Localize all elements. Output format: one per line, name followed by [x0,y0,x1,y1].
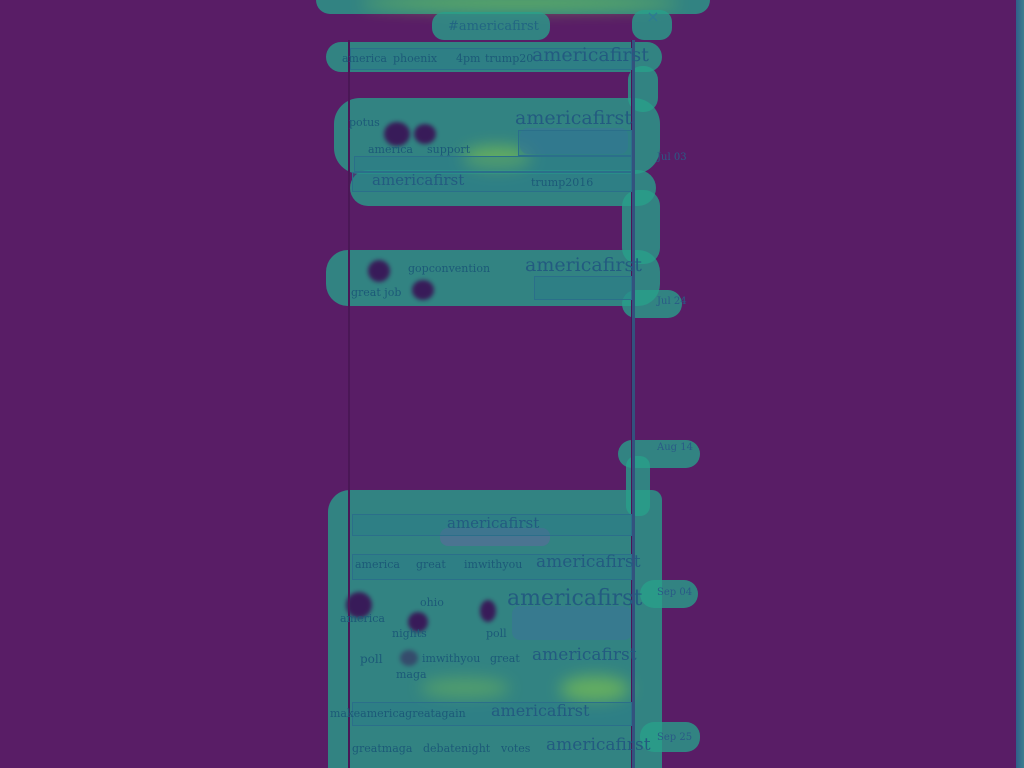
word-maga: maga [396,668,427,681]
heat-dark-1 [384,122,410,146]
heat-dark-3 [368,260,390,282]
word-gopconvention: gopconvention [408,262,491,275]
word-imwithyou: imwithyou [464,558,523,571]
word-americafirst: americafirst [491,701,590,720]
heat-blob-row1 [326,42,662,72]
heat-dark-2 [414,124,436,144]
heat-hot-row9 [560,676,630,702]
heat-cool-row2 [520,128,628,154]
word-imwithyou: imwithyou [422,652,481,665]
heat-hot-row2 [462,146,532,170]
row-box-6 [352,554,632,580]
date-tick: Sep 25 [657,732,693,743]
heat-hot-row8 [420,678,510,698]
word-trump20: trump20 [485,52,534,65]
heat-blob-lower [328,490,662,768]
word-america: america [340,612,385,625]
row-box-9 [352,702,632,726]
word-poll: poll [360,652,383,666]
word-americafirst: americafirst [546,735,651,755]
heat-dark-6 [408,612,428,632]
heat-dark-7 [480,600,496,622]
word-greatmaga: greatmaga [352,742,413,755]
word-america: america [342,52,387,65]
date-tick: Jul 24 [657,296,687,307]
word-makeamericagreatagain: makeamericagreatagain [330,707,466,720]
word-americafirst: americafirst [515,107,632,129]
row-box-5 [352,514,632,536]
word-americafirst: americafirst [447,514,540,532]
row-box-2 [518,130,632,156]
word-trump2016: trump2016 [531,176,594,189]
heat-cool-row7 [512,606,632,640]
word-great: great [490,652,520,665]
row-box-4 [534,276,632,300]
close-button[interactable]: × [646,7,660,26]
word-support: support [427,143,471,156]
heat-blob-title [432,12,550,40]
heat-hot-top [360,0,680,10]
word-phoenix: phoenix [393,52,438,65]
word-americafirst: americafirst [507,586,643,611]
date-tick: Jul 03 [657,152,687,163]
word-great: great [416,558,446,571]
timeline-axis [632,40,635,768]
heat-blob-row3 [350,170,656,206]
word-4pm: 4pm [456,52,481,65]
word-great-job: great job [351,286,402,299]
date-tick: Aug 14 [657,442,693,453]
heat-blob-lower-right [640,580,698,608]
heat-dark-4 [412,280,434,300]
word-americafirst: americafirst [372,171,465,189]
right-edge-strip [1016,0,1024,768]
word-ohio: ohio [420,596,444,609]
word-americafirst: americafirst [532,645,637,665]
row-box-2b [354,156,632,172]
word-americafirst: americafirst [525,254,642,276]
word-nights: nights [392,627,427,640]
word-america: america [368,143,413,156]
heat-dark-5 [346,592,372,618]
heat-cool-row6 [440,528,550,546]
heat-blob-bottom-right [640,722,700,752]
date-tick: Sep 04 [657,587,693,598]
word-america: america [355,558,400,571]
page-title: #americafirst [448,19,539,34]
word-americafirst: americafirst [532,44,649,66]
word-poll: poll [486,627,507,640]
word-americafirst: americafirst [536,552,641,572]
row-box-3 [352,172,632,192]
heat-blob-title-right [632,10,672,40]
heat-dark-8 [400,650,418,666]
word-potus: potus [349,116,380,129]
word-debatenight: debatenight [423,742,491,755]
row-box-1 [350,48,632,70]
word-votes: votes [501,742,531,755]
